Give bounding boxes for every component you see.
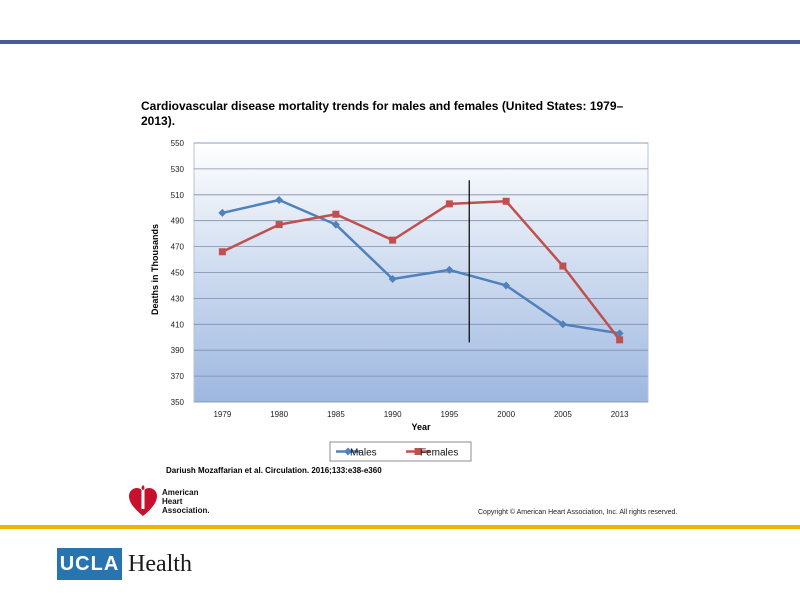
females-point	[616, 336, 624, 344]
y-tick-label: 490	[171, 217, 185, 226]
health-wordmark: Health	[128, 551, 192, 577]
legend-marker	[414, 448, 422, 455]
x-tick-label: 1979	[213, 410, 231, 419]
y-tick-label: 410	[171, 320, 185, 329]
y-tick-label: 370	[171, 372, 185, 381]
x-axis-label: Year	[411, 422, 431, 432]
top-rule	[0, 40, 800, 44]
y-tick-label: 550	[171, 139, 185, 148]
females-point	[559, 262, 567, 270]
females-point	[275, 221, 283, 229]
y-tick-label: 450	[171, 269, 185, 278]
males-point	[331, 220, 340, 229]
females-point	[332, 210, 340, 218]
males-point	[388, 274, 397, 283]
x-tick-label: 1995	[440, 410, 458, 419]
legend-box	[329, 441, 472, 462]
females-point	[218, 248, 226, 256]
x-tick-label: 1985	[327, 410, 345, 419]
aha-heart-torch-icon	[129, 485, 157, 516]
males-point	[275, 195, 284, 204]
males-point	[558, 320, 567, 329]
x-tick-label: 1980	[270, 410, 288, 419]
females-point	[389, 236, 397, 244]
y-tick-label: 390	[171, 346, 185, 355]
x-tick-label: 2005	[554, 410, 572, 419]
x-tick-label: 2013	[611, 410, 629, 419]
y-tick-label: 470	[171, 243, 185, 252]
aha-wordmark: American Heart Association.	[162, 488, 210, 515]
males-point	[502, 281, 511, 290]
y-tick-label: 530	[171, 165, 185, 174]
copyright-notice: Copyright © American Heart Association, …	[478, 509, 678, 516]
males-series-line	[222, 198, 620, 335]
females-series-line	[221, 200, 621, 341]
legend-marker	[344, 447, 352, 456]
ucla-wordmark: UCLA	[57, 548, 122, 580]
y-tick-label: 350	[171, 398, 185, 407]
y-axis-label: Deaths in Thousands	[150, 224, 160, 315]
legend-label: Males	[350, 448, 377, 459]
x-tick-label: 1990	[384, 410, 402, 419]
females-point	[502, 197, 510, 205]
y-tick-label: 510	[171, 191, 185, 200]
males-point	[218, 208, 227, 217]
x-tick-label: 2000	[497, 410, 515, 419]
legend: Males Females	[329, 441, 472, 462]
females-point	[445, 200, 453, 208]
legend-label: Females	[420, 448, 458, 459]
males-point	[445, 265, 454, 274]
gold-rule	[0, 525, 800, 529]
y-tick-label: 430	[171, 294, 185, 303]
chart-title: Cardiovascular disease mortality trends …	[141, 99, 624, 128]
citation: Dariush Mozaffarian et al. Circulation. …	[166, 466, 382, 475]
aha-logo: American Heart Association.	[128, 485, 228, 519]
